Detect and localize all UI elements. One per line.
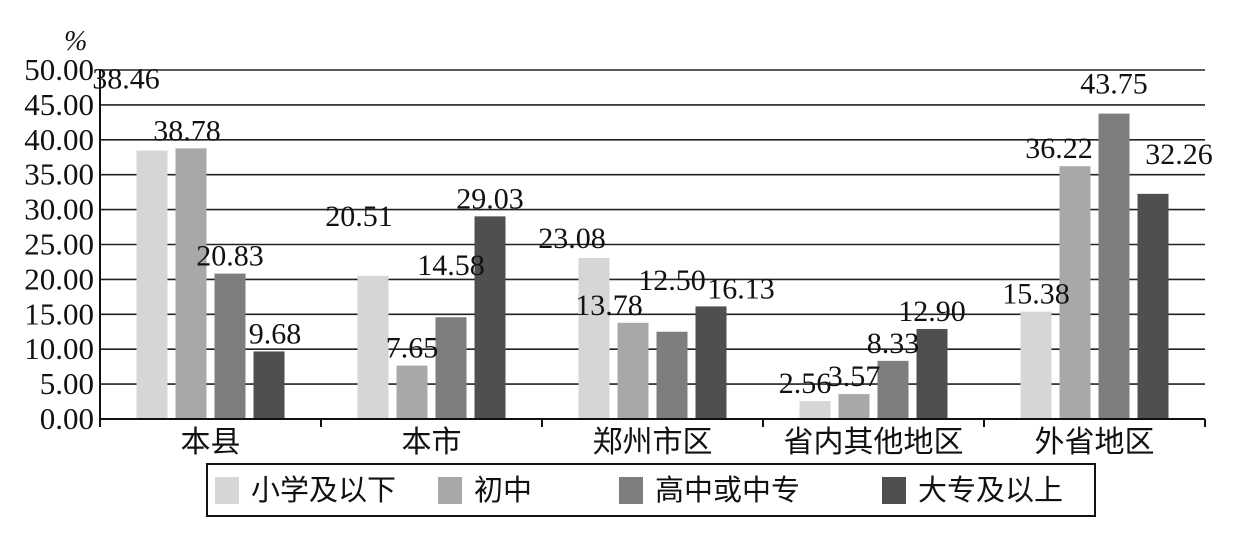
legend-label: 高中或中专	[655, 473, 800, 507]
bar	[799, 401, 831, 419]
value-label: 2.56	[779, 367, 832, 400]
axes	[99, 70, 1206, 427]
value-label: 16.13	[707, 272, 775, 305]
bar	[136, 150, 168, 419]
value-label: 13.78	[575, 289, 643, 322]
value-label: 12.90	[898, 295, 966, 328]
category-label: 本市	[402, 425, 462, 460]
value-label: 7.65	[386, 332, 439, 365]
y-tick-label: 25.00	[24, 227, 94, 262]
bar	[357, 275, 389, 419]
y-tick-label: 0.00	[40, 401, 94, 436]
value-label: 36.22	[1025, 132, 1093, 165]
value-label: 20.83	[196, 240, 264, 273]
bar	[253, 351, 285, 419]
bar	[1137, 193, 1169, 419]
value-label: 3.57	[828, 360, 881, 393]
value-label: 29.03	[456, 182, 524, 215]
y-tick-label: 30.00	[24, 192, 94, 227]
bar	[838, 394, 870, 419]
legend-swatch	[438, 477, 462, 504]
value-label: 43.75	[1080, 68, 1148, 101]
value-label: 38.78	[153, 114, 221, 147]
value-label: 15.38	[1002, 278, 1070, 311]
y-tick-label: 10.00	[24, 331, 94, 366]
value-label: 23.08	[538, 222, 606, 255]
y-tick-label: 50.00	[24, 52, 94, 87]
y-tick-label: 40.00	[24, 122, 94, 157]
bar	[1059, 166, 1091, 419]
y-tick-label: 5.00	[40, 366, 94, 401]
legend-box	[206, 463, 1096, 517]
category-label: 省内其他地区	[784, 425, 964, 460]
bar	[695, 306, 727, 419]
y-axis-ticks: 0.005.0010.0015.0020.0025.0030.0035.0040…	[24, 52, 94, 436]
bar	[396, 365, 428, 419]
value-label: 32.26	[1145, 138, 1213, 171]
value-label: 38.46	[92, 63, 160, 96]
value-label: 20.51	[325, 200, 393, 233]
bar	[578, 257, 610, 419]
bar	[617, 322, 649, 419]
value-label: 14.58	[417, 249, 485, 282]
y-tick-label: 35.00	[24, 157, 94, 192]
bar	[214, 273, 246, 419]
y-tick-label: 20.00	[24, 261, 94, 296]
x-axis-categories: 本县 本市 郑州市区 省内其他地区 外省地区	[181, 425, 1155, 460]
bar	[1020, 311, 1052, 419]
bar	[435, 317, 467, 419]
legend-swatch	[619, 477, 643, 504]
value-labels: 38.46 38.78 20.83 9.68 20.51 7.65 14.58 29.03 23…	[92, 63, 1213, 401]
legend-label: 初中	[474, 473, 532, 507]
y-tick-label: 15.00	[24, 296, 94, 331]
value-label: 8.33	[867, 327, 920, 360]
category-label: 外省地区	[1035, 425, 1155, 460]
bar	[916, 328, 948, 419]
value-label: 9.68	[249, 317, 302, 350]
category-label: 郑州市区	[593, 425, 713, 460]
bar	[474, 216, 506, 419]
bar	[877, 360, 909, 419]
bar	[175, 148, 207, 419]
category-label: 本县	[181, 425, 241, 460]
y-axis-unit-label: %	[64, 26, 87, 57]
bar	[1098, 113, 1130, 419]
legend-label: 小学及以下	[251, 473, 396, 507]
bars	[136, 113, 1169, 419]
legend: 小学及以下 初中 高中或中专 大专及以上	[206, 463, 1096, 517]
legend-label: 大专及以上	[918, 473, 1063, 507]
y-tick-label: 45.00	[24, 87, 94, 122]
legend-swatch	[882, 477, 906, 504]
value-label: 12.50	[638, 264, 706, 297]
legend-swatch	[215, 477, 239, 504]
bar	[656, 331, 688, 419]
